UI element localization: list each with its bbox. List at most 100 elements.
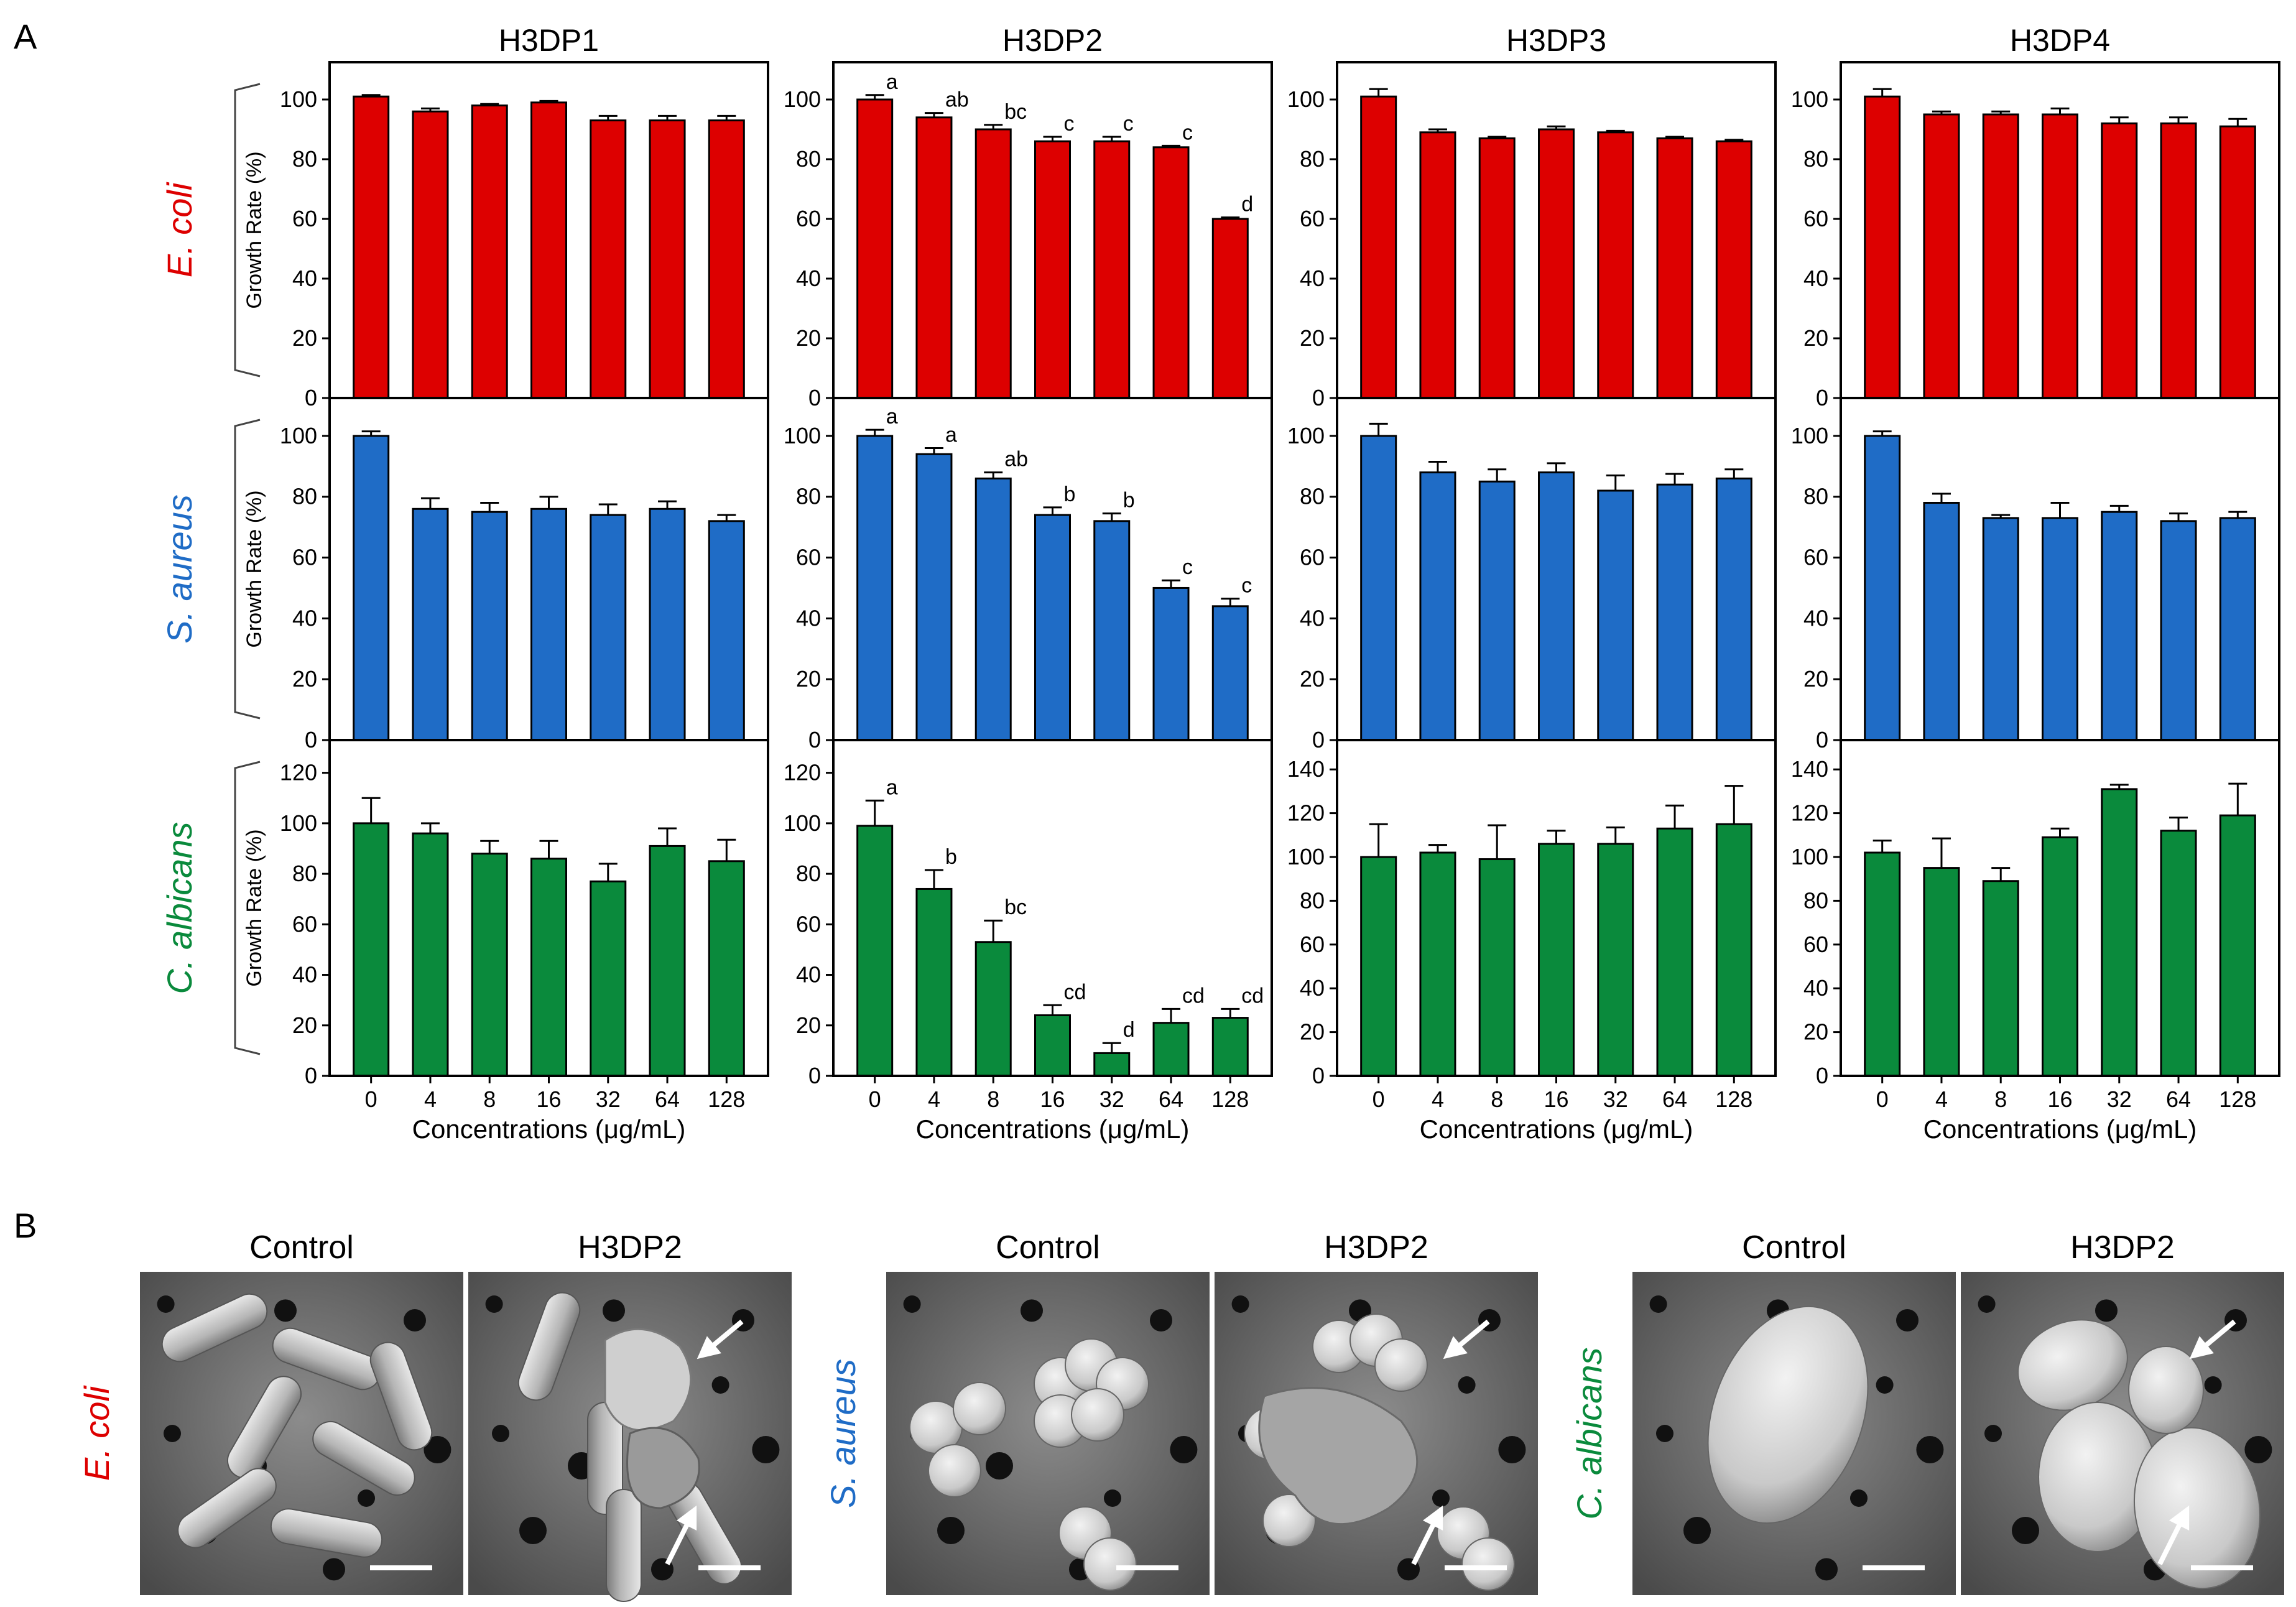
- sem-species-label: E. coli: [77, 1385, 116, 1481]
- row-label-C_albicans: C. albicans: [160, 822, 199, 994]
- significance-letter: b: [1064, 483, 1076, 506]
- bar-0: [1864, 851, 1901, 1077]
- x-tick-label: 128: [708, 1086, 745, 1112]
- bar-0: [1360, 435, 1397, 741]
- significance-letter: bc: [1004, 896, 1027, 919]
- bar-8: [471, 511, 508, 741]
- bar-0: [856, 825, 894, 1077]
- bacterium-rod: [369, 1341, 433, 1451]
- bar-8: [471, 104, 508, 399]
- bar-16: [2042, 836, 2078, 1077]
- y-tick-label: 20: [796, 1012, 821, 1038]
- x-tick-label: 0: [365, 1086, 377, 1112]
- x-tick-label: 8: [1491, 1086, 1503, 1112]
- x-tick-label: 4: [928, 1086, 940, 1112]
- y-tick-label: 40: [292, 962, 317, 988]
- membrane-pore: [358, 1489, 375, 1507]
- y-tick-label: 100: [280, 810, 317, 836]
- coccus-cell: [1071, 1388, 1124, 1442]
- subplot-E_coli-H3DP2: 0 20 40 60 80 100 a ab bc c c c d: [784, 61, 1273, 410]
- sem-group-E_coli: E. coli Control H3DP2: [77, 1230, 792, 1602]
- plot-frame: [1840, 739, 2280, 1077]
- bar-64: [2160, 520, 2197, 741]
- bacterium-rod: [312, 1421, 415, 1496]
- membrane-pore: [274, 1299, 297, 1322]
- significance-letter: ab: [945, 88, 969, 112]
- membrane-pore: [1850, 1489, 1868, 1507]
- bar-4: [915, 453, 953, 741]
- y-tick-label: 120: [1287, 800, 1325, 826]
- bar-128: [2219, 517, 2256, 741]
- y-tick-label: 20: [1300, 1019, 1325, 1045]
- y-tick-label: 80: [292, 861, 317, 886]
- y-axis-title: Growth Rate (%): [243, 151, 266, 308]
- membrane-pore: [711, 1376, 729, 1394]
- sem-title-treated: H3DP2: [578, 1230, 682, 1266]
- membrane-pore: [1683, 1517, 1711, 1544]
- significance-letter: c: [1064, 112, 1075, 136]
- y-tick-label: 140: [1791, 756, 1828, 782]
- y-tick-label: 60: [292, 911, 317, 937]
- coccus-cell: [1461, 1537, 1515, 1591]
- sem-group-S_aureus: S. aureus Control H3DP2: [823, 1230, 1538, 1595]
- x-tick-label: 64: [2166, 1086, 2191, 1112]
- y-axis-title: Growth Rate (%): [243, 490, 266, 647]
- scale-bar: [698, 1565, 761, 1570]
- y-tick-label: 20: [1803, 325, 1828, 351]
- bar-64: [2160, 122, 2197, 399]
- bar-16: [1538, 471, 1575, 741]
- bar-4: [412, 832, 449, 1077]
- membrane-pore: [164, 1425, 181, 1442]
- y-tick-label: 120: [280, 760, 317, 785]
- arrow-head-icon: [1422, 1505, 1443, 1531]
- bar-16: [1034, 1014, 1071, 1077]
- membrane-pore: [752, 1436, 780, 1463]
- bar-8: [1478, 137, 1516, 399]
- bar-0: [1864, 435, 1901, 741]
- significance-letter: cd: [1064, 980, 1086, 1004]
- bar-16: [1034, 514, 1071, 741]
- x-tick-label: 128: [2219, 1086, 2256, 1112]
- significance-letter: c: [1182, 555, 1193, 579]
- y-tick-label: 0: [1312, 1063, 1325, 1088]
- sem-image-control: [140, 1272, 463, 1595]
- significance-letter: a: [945, 423, 957, 447]
- significance-letter: a: [886, 70, 898, 94]
- subplot-E_coli-H3DP1: 0 20 40 60 80 100 Growth Rate (%): [243, 61, 769, 410]
- subplot-C_albicans-H3DP4: 0 20 40 60 80 100 120 140 0 4 8 16 32 64 128 Concentrat…: [1791, 739, 2280, 1144]
- y-tick-label: 80: [1300, 887, 1325, 913]
- sem-title-control: Control: [1742, 1230, 1846, 1266]
- bar-128: [1715, 823, 1752, 1077]
- membrane-pore: [1815, 1558, 1838, 1581]
- sem-species-label: S. aureus: [823, 1359, 863, 1508]
- y-tick-label: 120: [1791, 800, 1828, 826]
- bar-32: [1597, 489, 1634, 741]
- bar-0: [856, 98, 894, 399]
- y-tick-label: 0: [305, 727, 317, 753]
- y-tick-label: 80: [1803, 484, 1828, 509]
- y-tick-label: 0: [1312, 727, 1325, 753]
- membrane-pore: [323, 1558, 345, 1581]
- row-bracket: [234, 83, 261, 377]
- y-axis-title: Growth Rate (%): [243, 829, 266, 986]
- membrane-pore: [492, 1425, 509, 1442]
- bar-128: [2219, 814, 2256, 1077]
- y-tick-label: 20: [796, 325, 821, 351]
- bar-16: [530, 507, 567, 741]
- y-tick-label: 0: [305, 385, 317, 410]
- bar-4: [1419, 471, 1456, 741]
- bar-8: [974, 941, 1012, 1077]
- y-tick-label: 100: [280, 86, 317, 112]
- sem-species-label: C. albicans: [1570, 1347, 1609, 1519]
- coccus-cell: [1374, 1338, 1428, 1392]
- y-tick-label: 60: [292, 206, 317, 231]
- arrow-head-icon: [676, 1505, 697, 1531]
- y-tick-label: 60: [796, 911, 821, 937]
- y-tick-label: 60: [796, 545, 821, 570]
- bar-32: [2101, 122, 2138, 399]
- row-label-E_coli: E. coli: [160, 182, 199, 277]
- yeast-cell: [2128, 1346, 2204, 1434]
- bar-4: [915, 887, 953, 1077]
- y-tick-label: 100: [280, 423, 317, 448]
